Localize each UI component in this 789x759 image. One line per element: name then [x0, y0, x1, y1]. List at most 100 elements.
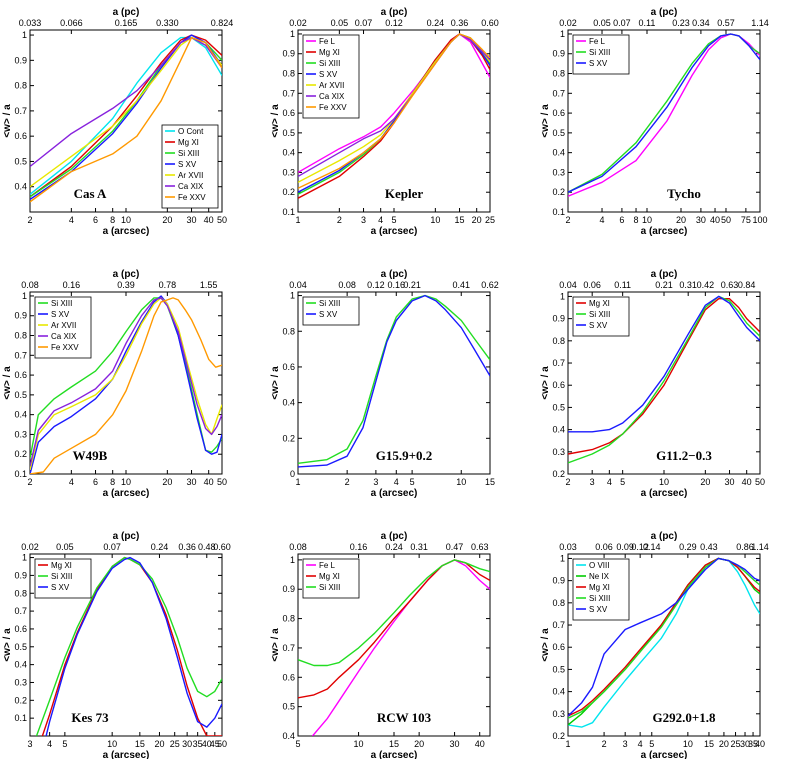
x-tick-label: 10 [121, 215, 131, 225]
x2-tick-label: 0.86 [736, 542, 754, 552]
legend-entry: Si XIII [589, 594, 610, 603]
x2-tick-label: 0.033 [19, 18, 42, 28]
x-tick-label: 10 [430, 215, 440, 225]
y-tick-label: 0.7 [552, 358, 565, 368]
legend-entry: Mg XI [589, 299, 610, 308]
y-tick-label: 1 [560, 291, 565, 301]
panel-title: Cas A [74, 186, 107, 201]
legend-entry: Mg XI [319, 48, 340, 57]
x2-axis-label: a (pc) [381, 7, 408, 18]
x-tick-label: 5 [62, 739, 67, 749]
x2-tick-label: 0.824 [211, 18, 234, 28]
x2-axis-label: a (pc) [113, 7, 140, 18]
series-group [30, 295, 222, 474]
y-tick-label: 0.3 [282, 167, 295, 177]
panel-title: G11.2−0.3 [656, 448, 712, 463]
panel-title: G15.9+0.2 [376, 448, 433, 463]
x-tick-label: 35 [748, 739, 758, 749]
x-tick-label: 50 [755, 477, 765, 487]
series-line-mg-xi [30, 34, 222, 198]
y-tick-label: 0.8 [282, 326, 295, 336]
y-tick-label: 0.2 [552, 469, 565, 479]
x2-tick-label: 0.11 [639, 18, 656, 28]
y-tick-label: 1 [22, 553, 27, 563]
y-tick-label: 0.1 [282, 207, 295, 217]
y-tick-label: 0.4 [282, 398, 295, 408]
series-group [568, 33, 760, 197]
y-tick-label: 0.4 [552, 148, 565, 158]
legend-entry: Si XIII [178, 149, 199, 158]
x-axis-label: a (arcsec) [103, 226, 150, 237]
x2-tick-label: 0.165 [115, 18, 138, 28]
y-tick-label: 0.6 [552, 108, 565, 118]
x2-tick-label: 0.14 [643, 542, 661, 552]
x-tick-label: 100 [752, 215, 767, 225]
legend: Si XIII S XV [302, 296, 360, 326]
x-tick-label: 20 [162, 477, 172, 487]
legend: O Cont Mg XI Si XIII S XV Ar XVII Ca XIX Fe XX… [161, 124, 219, 209]
x2-tick-label: 0.12 [385, 18, 403, 28]
y-tick-label: 0.6 [14, 370, 27, 380]
x2-tick-label: 0.07 [103, 542, 121, 552]
y-tick-label: 0.2 [14, 449, 27, 459]
x-tick-label: 8 [110, 477, 115, 487]
y-tick-label: 0.8 [14, 331, 27, 341]
x-tick-label: 20 [700, 477, 710, 487]
series-line-s-xv [568, 33, 760, 193]
x-tick-label: 6 [93, 477, 98, 487]
x-tick-label: 40 [202, 739, 212, 749]
x-tick-label: 6 [619, 215, 624, 225]
series-line-si-xiii [568, 295, 760, 464]
x-tick-label: 3 [623, 739, 628, 749]
y-axis-label: <w> / a [540, 366, 551, 400]
x2-tick-label: 0.09 [616, 542, 634, 552]
x-tick-label: 40 [204, 215, 214, 225]
chart-panel-6: 2 3 4 5 10 20 30 40 500.04 0.06 0.11 0.21 0.31 0.42 0.… [540, 269, 765, 499]
legend-entry: S XV [589, 59, 608, 68]
x-tick-label: 40 [742, 477, 752, 487]
x2-tick-label: 0.24 [385, 542, 403, 552]
x2-tick-label: 0.63 [721, 280, 739, 290]
y-tick-label: 0.7 [282, 88, 295, 98]
legend-entry: Si XIII [589, 48, 610, 57]
panel-title: W49B [73, 448, 108, 463]
x-tick-label: 40 [204, 477, 214, 487]
y-tick-label: 0.3 [552, 447, 565, 457]
y-tick-label: 0.3 [552, 167, 565, 177]
y-tick-label: 0.3 [14, 677, 27, 687]
x-tick-label: 50 [217, 739, 227, 749]
x-axis-label: a (arcsec) [103, 488, 150, 499]
legend-entry: Si XIII [319, 59, 340, 68]
x-tick-label: 20 [414, 739, 424, 749]
x-tick-label: 15 [704, 739, 714, 749]
legend-box [34, 558, 92, 599]
x-tick-label: 20 [719, 739, 729, 749]
x2-tick-label: 0.066 [60, 18, 83, 28]
y-tick-label: 0.5 [14, 390, 27, 400]
series-group [298, 294, 490, 468]
x2-tick-label: 0.43 [700, 542, 718, 552]
legend-entry: Ca XIX [51, 332, 77, 341]
y-axis-label: <w> / a [270, 104, 281, 138]
x2-tick-label: 0.12 [367, 280, 385, 290]
legend-entry: Mg XI [178, 138, 199, 147]
x-tick-label: 20 [472, 215, 482, 225]
legend-entry: S XV [178, 160, 197, 169]
y-tick-label: 0.4 [282, 731, 295, 741]
x2-axis-label: a (pc) [381, 531, 408, 542]
y-tick-label: 0.9 [14, 55, 27, 65]
x-tick-label: 4 [69, 215, 74, 225]
y-axis-label: <w> / a [2, 628, 13, 662]
y-tick-label: 0.6 [14, 131, 27, 141]
chart-panel-1: 2 4 6 8 10 20 30 40 50 0.033 0.066 0.165 0.330 0.824 0… [2, 7, 233, 237]
y-tick-label: 0.5 [14, 156, 27, 166]
x-tick-label: 25 [731, 739, 741, 749]
x-axis-label: a (arcsec) [641, 750, 688, 759]
x-tick-label: 15 [455, 215, 465, 225]
series-line-si-xiii [35, 556, 222, 736]
x-tick-label: 5 [391, 215, 396, 225]
x2-tick-label: 0.36 [178, 542, 196, 552]
y-tick-label: 0.4 [282, 148, 295, 158]
y-tick-label: 1 [290, 291, 295, 301]
x2-tick-label: 0.57 [717, 18, 735, 28]
